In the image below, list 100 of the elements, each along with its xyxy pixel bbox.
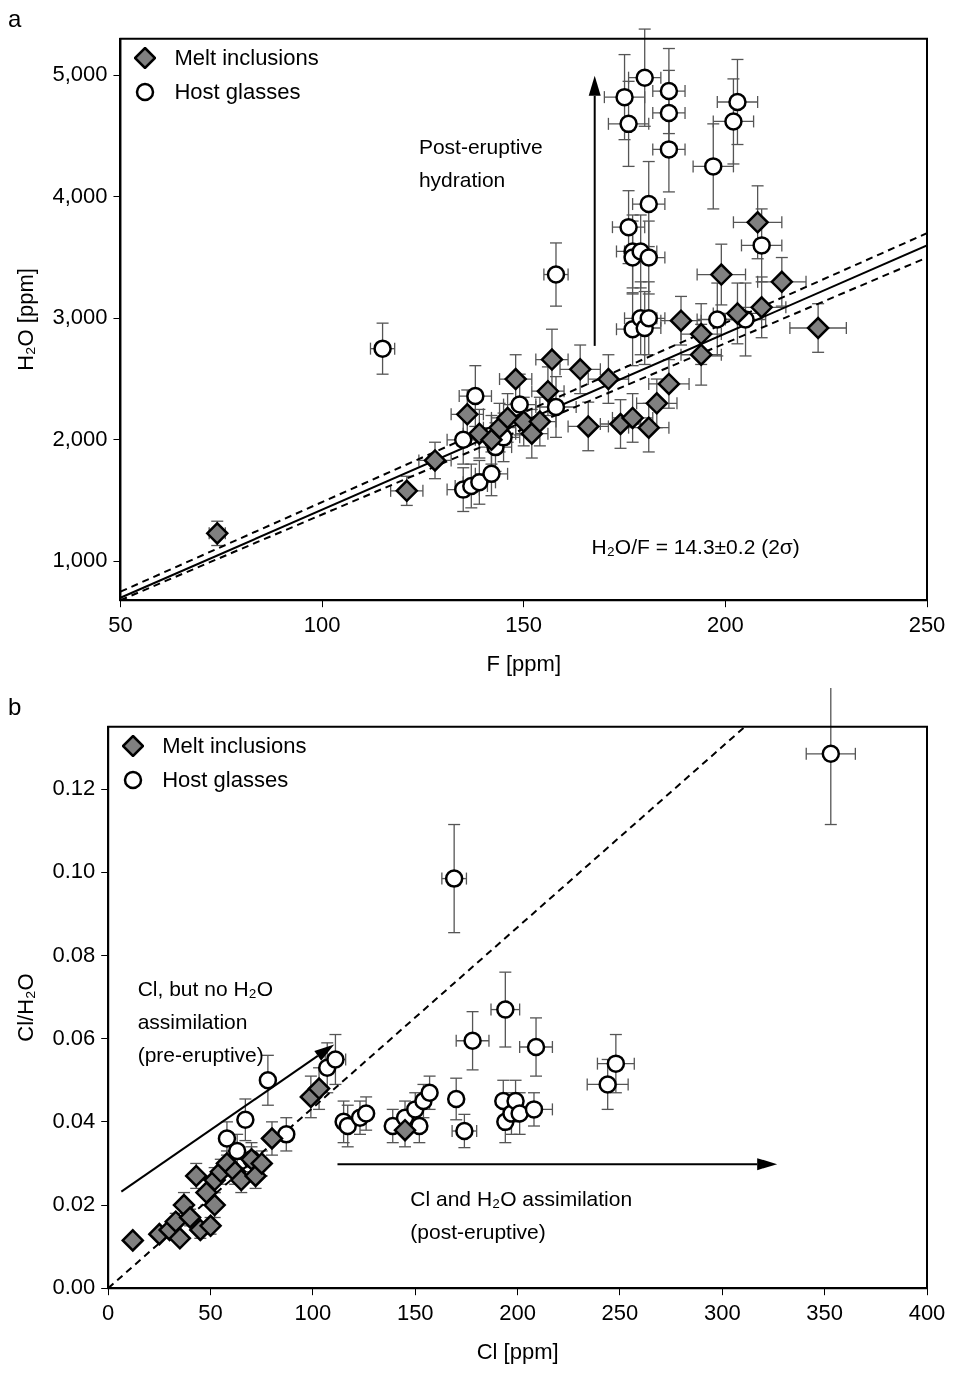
- point: [121, 1229, 145, 1252]
- y-tick-label: 0.10: [52, 858, 96, 884]
- point: [639, 194, 658, 214]
- point: [307, 1077, 331, 1100]
- y-tick-label: 0.12: [52, 775, 96, 801]
- point: [606, 1054, 626, 1073]
- point: [750, 296, 773, 319]
- point: [669, 309, 693, 332]
- point: [236, 1110, 255, 1130]
- x-tick-label: 200: [707, 612, 744, 638]
- y-tick-label: 3,000: [52, 304, 108, 330]
- point: [598, 1075, 617, 1094]
- y-axis-title: H₂O [ppm]: [13, 268, 39, 371]
- point: [393, 1118, 417, 1142]
- y-tick-label: 4,000: [52, 182, 108, 208]
- x-tick-label: 100: [294, 1300, 332, 1326]
- point: [746, 211, 769, 234]
- point: [659, 140, 679, 159]
- point: [463, 1031, 482, 1051]
- y-tick-label: 0.06: [52, 1024, 96, 1050]
- y-tick-label: 0.08: [52, 941, 96, 967]
- point: [227, 1141, 247, 1161]
- point: [338, 1116, 357, 1136]
- x-axis-title: F [ppm]: [486, 650, 562, 676]
- point: [546, 397, 566, 417]
- point: [635, 68, 654, 87]
- point: [453, 430, 473, 450]
- y-tick-label: 2,000: [52, 425, 108, 451]
- point: [540, 348, 564, 371]
- y-tick-label: 0.04: [52, 1107, 96, 1133]
- point: [520, 422, 544, 445]
- point: [444, 869, 464, 888]
- point: [821, 744, 841, 764]
- chart-title: a: [8, 5, 22, 33]
- x-axis-title: Cl [ppm]: [476, 1338, 559, 1364]
- point: [704, 157, 723, 176]
- y-axis-title: Cl/H₂O: [13, 973, 39, 1042]
- legend-label: Host glasses: [174, 77, 301, 106]
- point: [728, 92, 747, 112]
- point: [724, 112, 743, 131]
- point: [356, 1104, 376, 1123]
- y-tick-label: 5,000: [52, 61, 108, 87]
- point: [184, 1164, 208, 1188]
- point: [710, 263, 733, 286]
- point: [420, 1083, 439, 1102]
- x-tick-label: 250: [908, 612, 946, 638]
- point: [423, 449, 447, 472]
- x-tick-label: 50: [108, 612, 133, 638]
- point: [657, 372, 681, 396]
- point: [466, 386, 485, 406]
- point: [689, 343, 713, 366]
- point: [455, 1121, 474, 1141]
- annotation: Post-eruptive hydration: [418, 135, 543, 192]
- y-tick-label: 0.02: [52, 1191, 96, 1217]
- x-tick-label: 200: [499, 1300, 536, 1326]
- point: [708, 310, 727, 329]
- point: [639, 248, 658, 267]
- x-tick-label: 0: [102, 1300, 115, 1326]
- point: [659, 103, 679, 123]
- point: [621, 406, 644, 430]
- point: [504, 367, 527, 391]
- point: [168, 1227, 192, 1250]
- point: [470, 473, 489, 492]
- x-tick-label: 300: [703, 1300, 741, 1326]
- point: [615, 87, 634, 107]
- legend-label: Melt inclusions: [162, 731, 307, 760]
- point: [659, 81, 679, 101]
- point: [726, 302, 749, 325]
- point: [577, 415, 600, 438]
- x-tick-label: 250: [601, 1300, 639, 1326]
- point: [619, 114, 638, 134]
- point: [637, 416, 660, 439]
- annotation: Cl and H₂O assimilation (post-eruptive): [410, 1186, 633, 1243]
- legend-label: Melt inclusions: [174, 43, 319, 72]
- x-tick-label: 150: [505, 612, 543, 638]
- point: [597, 367, 620, 391]
- point: [752, 236, 771, 255]
- point: [510, 1104, 529, 1123]
- x-tick-label: 350: [806, 1300, 844, 1326]
- point: [526, 1037, 546, 1057]
- point: [524, 1100, 544, 1119]
- x-tick-label: 150: [396, 1300, 434, 1326]
- x-tick-label: 50: [198, 1300, 223, 1326]
- y-tick-label: 0.00: [52, 1274, 96, 1300]
- point: [806, 316, 830, 340]
- point: [568, 358, 592, 381]
- point: [639, 309, 658, 328]
- legend-label: Host glasses: [162, 765, 289, 794]
- annotation: H₂O/F = 14.3±0.2 (2σ): [591, 535, 800, 559]
- point: [203, 1193, 226, 1217]
- point: [373, 339, 392, 358]
- x-tick-label: 100: [303, 612, 341, 638]
- point: [395, 479, 419, 503]
- point: [496, 1000, 515, 1019]
- annotation: Cl, but no H₂O assimilation (pre-eruptive): [137, 977, 274, 1067]
- point: [260, 1127, 284, 1150]
- x-tick-label: 400: [908, 1300, 946, 1326]
- chart-title: b: [8, 693, 22, 721]
- point: [446, 1089, 466, 1109]
- point: [770, 270, 794, 294]
